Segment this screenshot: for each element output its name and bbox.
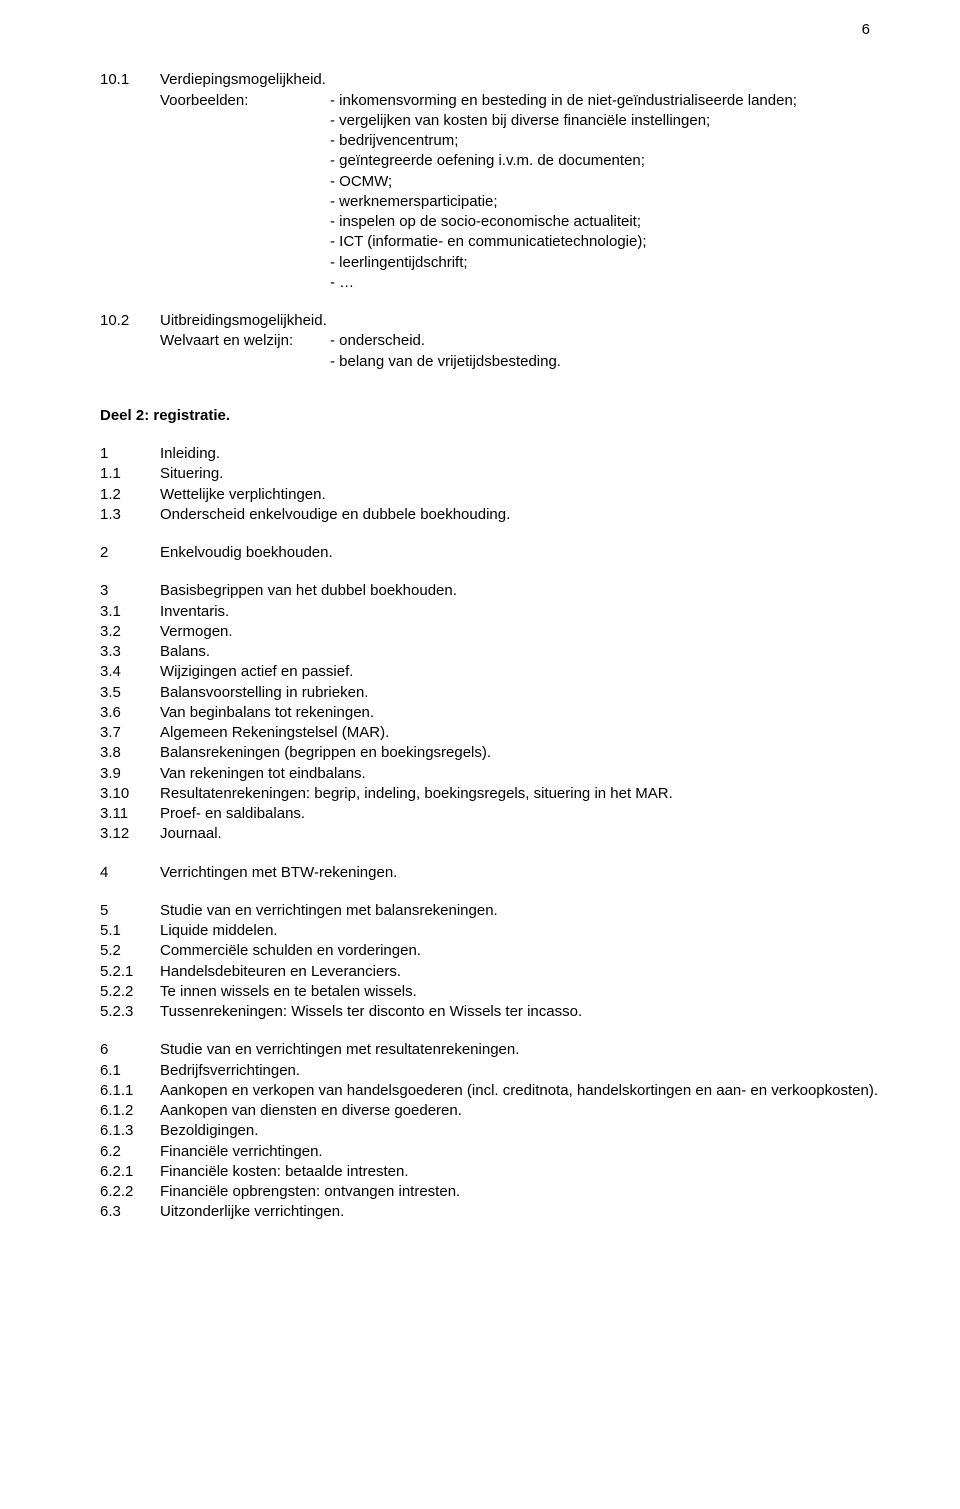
list-item: - ICT (informatie- en communicatietechno… xyxy=(330,232,880,252)
line-text: Inventaris. xyxy=(160,602,880,622)
line-number: 1.1 xyxy=(100,464,160,484)
line-text: Aankopen van diensten en diverse goedere… xyxy=(160,1101,880,1121)
line-text: Financiële verrichtingen. xyxy=(160,1142,880,1162)
line-number: 3.7 xyxy=(100,723,160,743)
line-text: Van beginbalans tot rekeningen. xyxy=(160,703,880,723)
line-number: 3.8 xyxy=(100,743,160,763)
section-10-2: 10.2 Uitbreidingsmogelijkheid. Welvaart … xyxy=(100,311,880,372)
line-number: 3.6 xyxy=(100,703,160,723)
line-number: 1.2 xyxy=(100,485,160,505)
line-text: Onderscheid enkelvoudige en dubbele boek… xyxy=(160,505,880,525)
line-text: Wijzigingen actief en passief. xyxy=(160,662,880,682)
line-number: 3.11 xyxy=(100,804,160,824)
line-number: 6 xyxy=(100,1040,160,1060)
line-number: 3.5 xyxy=(100,683,160,703)
line-number: 6.2.1 xyxy=(100,1162,160,1182)
list-item: - werknemersparticipatie; xyxy=(330,192,880,212)
document-page: 6 10.1 Verdiepingsmogelijkheid. Voorbeel… xyxy=(0,0,960,1281)
section-10-1: 10.1 Verdiepingsmogelijkheid. Voorbeelde… xyxy=(100,70,880,293)
line-text: Commerciële schulden en vorderingen. xyxy=(160,941,880,961)
line-text: Vermogen. xyxy=(160,622,880,642)
line-number: 6.2.2 xyxy=(100,1182,160,1202)
list-item: - onderscheid. xyxy=(330,331,880,351)
section-title: Verdiepingsmogelijkheid. xyxy=(160,70,880,90)
line-text: Algemeen Rekeningstelsel (MAR). xyxy=(160,723,880,743)
list-item: - OCMW; xyxy=(330,172,880,192)
line-text: Journaal. xyxy=(160,824,880,844)
list-item: - bedrijvencentrum; xyxy=(330,131,880,151)
line-number: 3.3 xyxy=(100,642,160,662)
line-text: Tussenrekeningen: Wissels ter disconto e… xyxy=(160,1002,880,1022)
list-item: - inspelen op de socio-economische actua… xyxy=(330,212,880,232)
section-6-block: 6Studie van en verrichtingen met resulta… xyxy=(100,1040,880,1222)
welfare-label: Welvaart en welzijn: xyxy=(160,331,330,351)
section-1-block: 1Inleiding. 1.1Situering. 1.2Wettelijke … xyxy=(100,444,880,525)
line-text: Studie van en verrichtingen met balansre… xyxy=(160,901,880,921)
line-text: Basisbegrippen van het dubbel boekhouden… xyxy=(160,581,880,601)
line-number: 6.1.2 xyxy=(100,1101,160,1121)
line-text: Wettelijke verplichtingen. xyxy=(160,485,880,505)
line-number: 3.1 xyxy=(100,602,160,622)
line-text: Resultatenrekeningen: begrip, indeling, … xyxy=(160,784,880,804)
line-number: 1 xyxy=(100,444,160,464)
line-text: Balansvoorstelling in rubrieken. xyxy=(160,683,880,703)
section-5-block: 5Studie van en verrichtingen met balansr… xyxy=(100,901,880,1023)
line-text: Enkelvoudig boekhouden. xyxy=(160,543,880,563)
line-text: Bezoldigingen. xyxy=(160,1121,880,1141)
line-number: 6.1 xyxy=(100,1061,160,1081)
list-item: - belang van de vrijetijdsbesteding. xyxy=(330,352,880,372)
list-item: - leerlingentijdschrift; xyxy=(330,253,880,273)
line-text: Liquide middelen. xyxy=(160,921,880,941)
line-text: Van rekeningen tot eindbalans. xyxy=(160,764,880,784)
line-number: 3.12 xyxy=(100,824,160,844)
line-number: 3.10 xyxy=(100,784,160,804)
page-number: 6 xyxy=(100,20,880,40)
line-number: 5 xyxy=(100,901,160,921)
section-4-block: 4Verrichtingen met BTW-rekeningen. xyxy=(100,863,880,883)
line-number: 6.1.3 xyxy=(100,1121,160,1141)
line-number: 4 xyxy=(100,863,160,883)
list-item: - geïntegreerde oefening i.v.m. de docum… xyxy=(330,151,880,171)
line-number: 3 xyxy=(100,581,160,601)
line-text: Uitzonderlijke verrichtingen. xyxy=(160,1202,880,1222)
examples-label: Voorbeelden: xyxy=(160,91,330,111)
line-number: 3.2 xyxy=(100,622,160,642)
line-number: 6.2 xyxy=(100,1142,160,1162)
examples-list: - inkomensvorming en besteding in de nie… xyxy=(330,91,880,294)
section-3-block: 3Basisbegrippen van het dubbel boekhoude… xyxy=(100,581,880,844)
line-number: 5.2.1 xyxy=(100,962,160,982)
line-number: 2 xyxy=(100,543,160,563)
line-text: Bedrijfsverrichtingen. xyxy=(160,1061,880,1081)
line-text: Verrichtingen met BTW-rekeningen. xyxy=(160,863,880,883)
list-item: - vergelijken van kosten bij diverse fin… xyxy=(330,111,880,131)
line-text: Studie van en verrichtingen met resultat… xyxy=(160,1040,880,1060)
line-text: Te innen wissels en te betalen wissels. xyxy=(160,982,880,1002)
line-text: Financiële kosten: betaalde intresten. xyxy=(160,1162,880,1182)
section-number: 10.2 xyxy=(100,311,160,331)
line-text: Inleiding. xyxy=(160,444,880,464)
line-text: Proef- en saldibalans. xyxy=(160,804,880,824)
line-number: 3.9 xyxy=(100,764,160,784)
line-number: 5.2.3 xyxy=(100,1002,160,1022)
line-text: Situering. xyxy=(160,464,880,484)
line-text: Balansrekeningen (begrippen en boekingsr… xyxy=(160,743,880,763)
list-item: - … xyxy=(330,273,880,293)
section-title: Uitbreidingsmogelijkheid. xyxy=(160,311,880,331)
list-item: - inkomensvorming en besteding in de nie… xyxy=(330,91,880,111)
line-text: Financiële opbrengsten: ontvangen intres… xyxy=(160,1182,880,1202)
line-number: 6.1.1 xyxy=(100,1081,160,1101)
section-number: 10.1 xyxy=(100,70,160,90)
line-number: 5.1 xyxy=(100,921,160,941)
line-number: 5.2.2 xyxy=(100,982,160,1002)
line-text: Balans. xyxy=(160,642,880,662)
heading-deel-2: Deel 2: registratie. xyxy=(100,406,880,426)
line-text: Aankopen en verkopen van handelsgoederen… xyxy=(160,1081,880,1101)
section-2-block: 2Enkelvoudig boekhouden. xyxy=(100,543,880,563)
line-number: 5.2 xyxy=(100,941,160,961)
line-number: 1.3 xyxy=(100,505,160,525)
line-number: 6.3 xyxy=(100,1202,160,1222)
line-text: Handelsdebiteuren en Leveranciers. xyxy=(160,962,880,982)
line-number: 3.4 xyxy=(100,662,160,682)
